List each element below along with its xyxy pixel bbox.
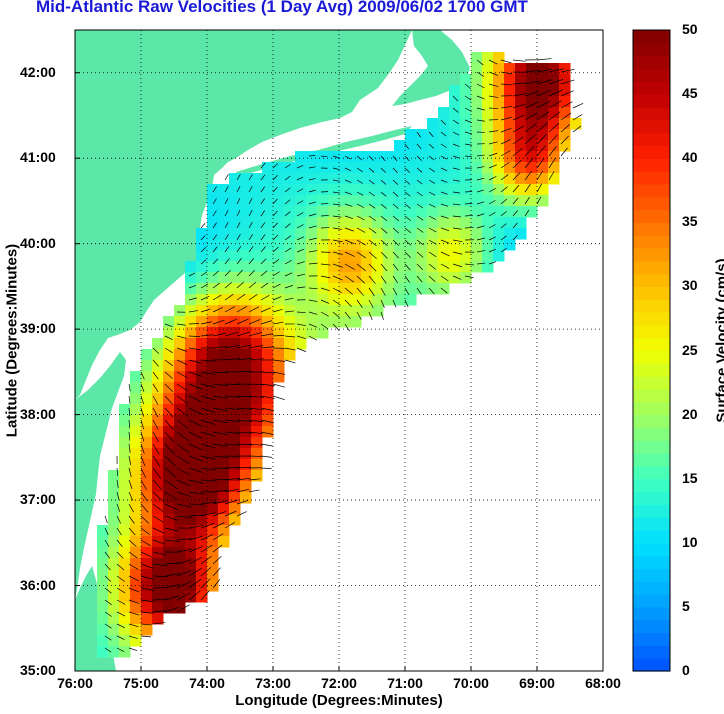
map-title: Mid-Atlantic Raw Velocities (1 Day Avg) … <box>36 0 528 16</box>
colorbar-tick-label: 50 <box>682 21 698 37</box>
grid-lines <box>75 30 603 671</box>
colorbar-tick-label: 20 <box>682 405 698 422</box>
colorbar-tick-label: 40 <box>682 149 698 166</box>
lon-tick-label: 70:00 <box>453 675 489 691</box>
colorbar-tick-label: 25 <box>682 341 698 358</box>
colorbar <box>633 30 670 672</box>
lat-tick-label: 36:00 <box>20 576 56 593</box>
axis-ticks <box>74 72 604 672</box>
colorbar-tick-label: 35 <box>682 213 698 230</box>
lat-tick-label: 40:00 <box>20 234 56 251</box>
x-axis-label: Longitude (Degrees:Minutes) <box>235 692 443 709</box>
lat-tick-label: 39:00 <box>20 320 56 337</box>
lon-tick-label: 69:00 <box>519 675 555 691</box>
lat-tick-label: 35:00 <box>20 662 56 678</box>
lon-tick-label: 75:00 <box>123 675 159 691</box>
land-delmarva <box>75 352 126 600</box>
colorbar-tick-label: 45 <box>682 85 698 102</box>
lat-tick-label: 41:00 <box>20 149 56 166</box>
velocity-field <box>97 52 584 658</box>
land-new-england <box>75 30 412 400</box>
colorbar-tick-label: 5 <box>682 597 690 614</box>
colorbar-label: Surface Velocity (cm/s) <box>713 258 724 423</box>
colorbar-tick-label: 10 <box>682 533 698 550</box>
colorbar-tick-label: 0 <box>682 662 690 678</box>
lon-tick-label: 76:00 <box>57 675 93 691</box>
lon-tick-label: 71:00 <box>387 675 423 691</box>
lat-tick-label: 37:00 <box>20 491 56 508</box>
lon-tick-label: 73:00 <box>255 675 291 691</box>
colorbar-tick-label: 15 <box>682 469 698 486</box>
y-axis-label: Latitude (Degrees:Minutes) <box>3 243 21 438</box>
lat-tick-label: 38:00 <box>20 405 56 422</box>
colorbar-tick-label: 30 <box>682 277 698 294</box>
lon-tick-label: 72:00 <box>321 675 357 691</box>
lon-tick-label: 74:00 <box>189 675 225 691</box>
lon-tick-label: 68:00 <box>585 675 621 691</box>
lat-tick-label: 42:00 <box>20 63 56 80</box>
